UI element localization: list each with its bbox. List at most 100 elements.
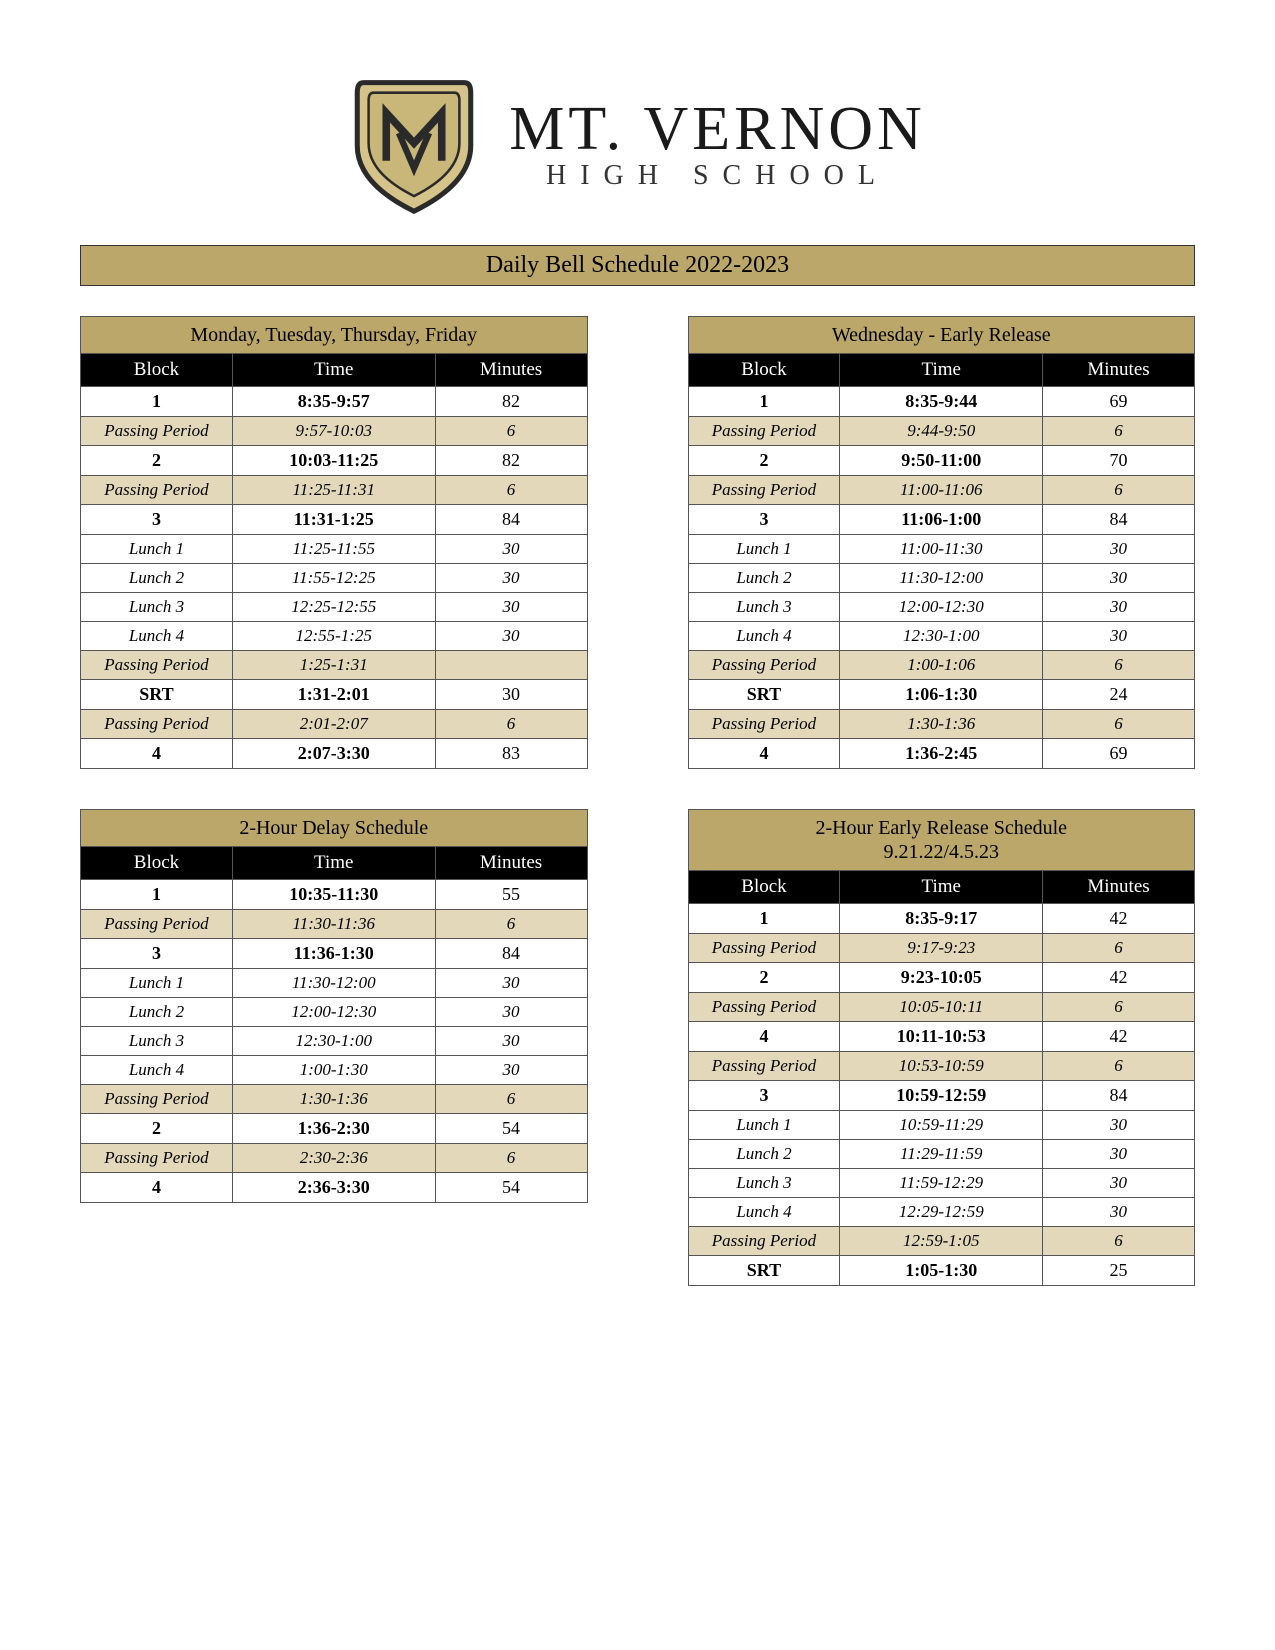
cell-min: 69: [1043, 739, 1195, 769]
cell-block: 3: [81, 939, 233, 969]
cell-min: 6: [1043, 476, 1195, 505]
cell-min: 84: [1043, 1081, 1195, 1111]
cell-block: Lunch 3: [81, 1027, 233, 1056]
column-header: Time: [232, 847, 435, 880]
cell-time: 12:55-1:25: [232, 622, 435, 651]
table-row: Passing Period1:30-1:366: [81, 1085, 588, 1114]
cell-time: 10:35-11:30: [232, 880, 435, 910]
cell-min: 30: [435, 1027, 587, 1056]
table-row: Lunch 211:29-11:5930: [688, 1140, 1195, 1169]
table-row: 29:23-10:0542: [688, 963, 1195, 993]
cell-min: 30: [1043, 1169, 1195, 1198]
cell-block: 3: [81, 505, 233, 535]
page-title: Daily Bell Schedule 2022-2023: [80, 245, 1195, 286]
column-header: Block: [81, 847, 233, 880]
table-row: Passing Period9:57-10:036: [81, 417, 588, 446]
cell-block: 4: [688, 1022, 840, 1052]
column-header: Block: [688, 871, 840, 904]
cell-min: 30: [1043, 1111, 1195, 1140]
table-row: Passing Period10:53-10:596: [688, 1052, 1195, 1081]
cell-min: 25: [1043, 1256, 1195, 1286]
cell-block: Lunch 3: [688, 593, 840, 622]
cell-block: Lunch 1: [81, 535, 233, 564]
table-row: Lunch 41:00-1:3030: [81, 1056, 588, 1085]
cell-min: 30: [435, 680, 587, 710]
schedule-title: Monday, Tuesday, Thursday, Friday: [81, 317, 588, 354]
cell-min: 6: [1043, 993, 1195, 1022]
schedule-title: 2-Hour Delay Schedule: [81, 810, 588, 847]
cell-block: Passing Period: [688, 1052, 840, 1081]
cell-time: 12:00-12:30: [232, 998, 435, 1027]
schedule-block: 2-Hour Delay ScheduleBlockTimeMinutes110…: [80, 809, 588, 1286]
cell-time: 10:53-10:59: [840, 1052, 1043, 1081]
cell-block: Lunch 4: [81, 622, 233, 651]
table-row: 42:07-3:3083: [81, 739, 588, 769]
table-row: 18:35-9:1742: [688, 904, 1195, 934]
cell-time: 1:25-1:31: [232, 651, 435, 680]
cell-min: 30: [435, 535, 587, 564]
cell-min: 30: [1043, 535, 1195, 564]
cell-min: 6: [435, 476, 587, 505]
cell-min: 6: [1043, 934, 1195, 963]
cell-block: 3: [688, 505, 840, 535]
cell-min: 42: [1043, 904, 1195, 934]
cell-block: 1: [688, 904, 840, 934]
cell-min: [435, 651, 587, 680]
cell-time: 11:36-1:30: [232, 939, 435, 969]
cell-min: 30: [435, 622, 587, 651]
cell-time: 11:30-11:36: [232, 910, 435, 939]
column-header: Minutes: [1043, 354, 1195, 387]
table-row: Lunch 111:00-11:3030: [688, 535, 1195, 564]
table-row: Passing Period11:30-11:366: [81, 910, 588, 939]
cell-block: 3: [688, 1081, 840, 1111]
table-row: Passing Period11:25-11:316: [81, 476, 588, 505]
page-header: MT. VERNON HIGH SCHOOL: [80, 70, 1195, 215]
table-row: Passing Period11:00-11:066: [688, 476, 1195, 505]
cell-block: 1: [81, 387, 233, 417]
cell-time: 10:11-10:53: [840, 1022, 1043, 1052]
cell-block: 1: [688, 387, 840, 417]
cell-time: 10:05-10:11: [840, 993, 1043, 1022]
cell-block: 4: [688, 739, 840, 769]
table-row: 311:36-1:3084: [81, 939, 588, 969]
cell-block: SRT: [688, 1256, 840, 1286]
table-row: Lunch 312:30-1:0030: [81, 1027, 588, 1056]
cell-block: SRT: [81, 680, 233, 710]
cell-min: 6: [435, 1085, 587, 1114]
table-row: Lunch 110:59-11:2930: [688, 1111, 1195, 1140]
schedule-title: 2-Hour Early Release Schedule9.21.22/4.5…: [688, 810, 1195, 871]
cell-time: 11:00-11:06: [840, 476, 1043, 505]
table-row: SRT1:06-1:3024: [688, 680, 1195, 710]
cell-block: 2: [688, 963, 840, 993]
table-row: Lunch 311:59-12:2930: [688, 1169, 1195, 1198]
cell-time: 11:25-11:55: [232, 535, 435, 564]
cell-time: 11:59-12:29: [840, 1169, 1043, 1198]
cell-time: 12:30-1:00: [840, 622, 1043, 651]
cell-min: 54: [435, 1173, 587, 1203]
cell-min: 42: [1043, 963, 1195, 993]
table-row: Passing Period2:01-2:076: [81, 710, 588, 739]
cell-min: 55: [435, 880, 587, 910]
cell-block: Passing Period: [688, 993, 840, 1022]
table-row: SRT1:31-2:0130: [81, 680, 588, 710]
cell-time: 12:00-12:30: [840, 593, 1043, 622]
table-row: Passing Period9:44-9:506: [688, 417, 1195, 446]
table-row: 18:35-9:5782: [81, 387, 588, 417]
cell-time: 10:59-12:59: [840, 1081, 1043, 1111]
cell-time: 1:30-1:36: [840, 710, 1043, 739]
cell-min: 6: [435, 1144, 587, 1173]
cell-time: 8:35-9:57: [232, 387, 435, 417]
cell-time: 1:00-1:06: [840, 651, 1043, 680]
schedule-block: 2-Hour Early Release Schedule9.21.22/4.5…: [688, 809, 1196, 1286]
schedule-table: Monday, Tuesday, Thursday, FridayBlockTi…: [80, 316, 588, 769]
cell-time: 12:59-1:05: [840, 1227, 1043, 1256]
cell-time: 11:25-11:31: [232, 476, 435, 505]
cell-time: 1:36-2:30: [232, 1114, 435, 1144]
school-logo-icon: [349, 70, 479, 215]
cell-min: 6: [435, 710, 587, 739]
table-row: Passing Period1:30-1:366: [688, 710, 1195, 739]
cell-min: 24: [1043, 680, 1195, 710]
cell-block: 1: [81, 880, 233, 910]
cell-block: 2: [688, 446, 840, 476]
cell-time: 12:29-12:59: [840, 1198, 1043, 1227]
